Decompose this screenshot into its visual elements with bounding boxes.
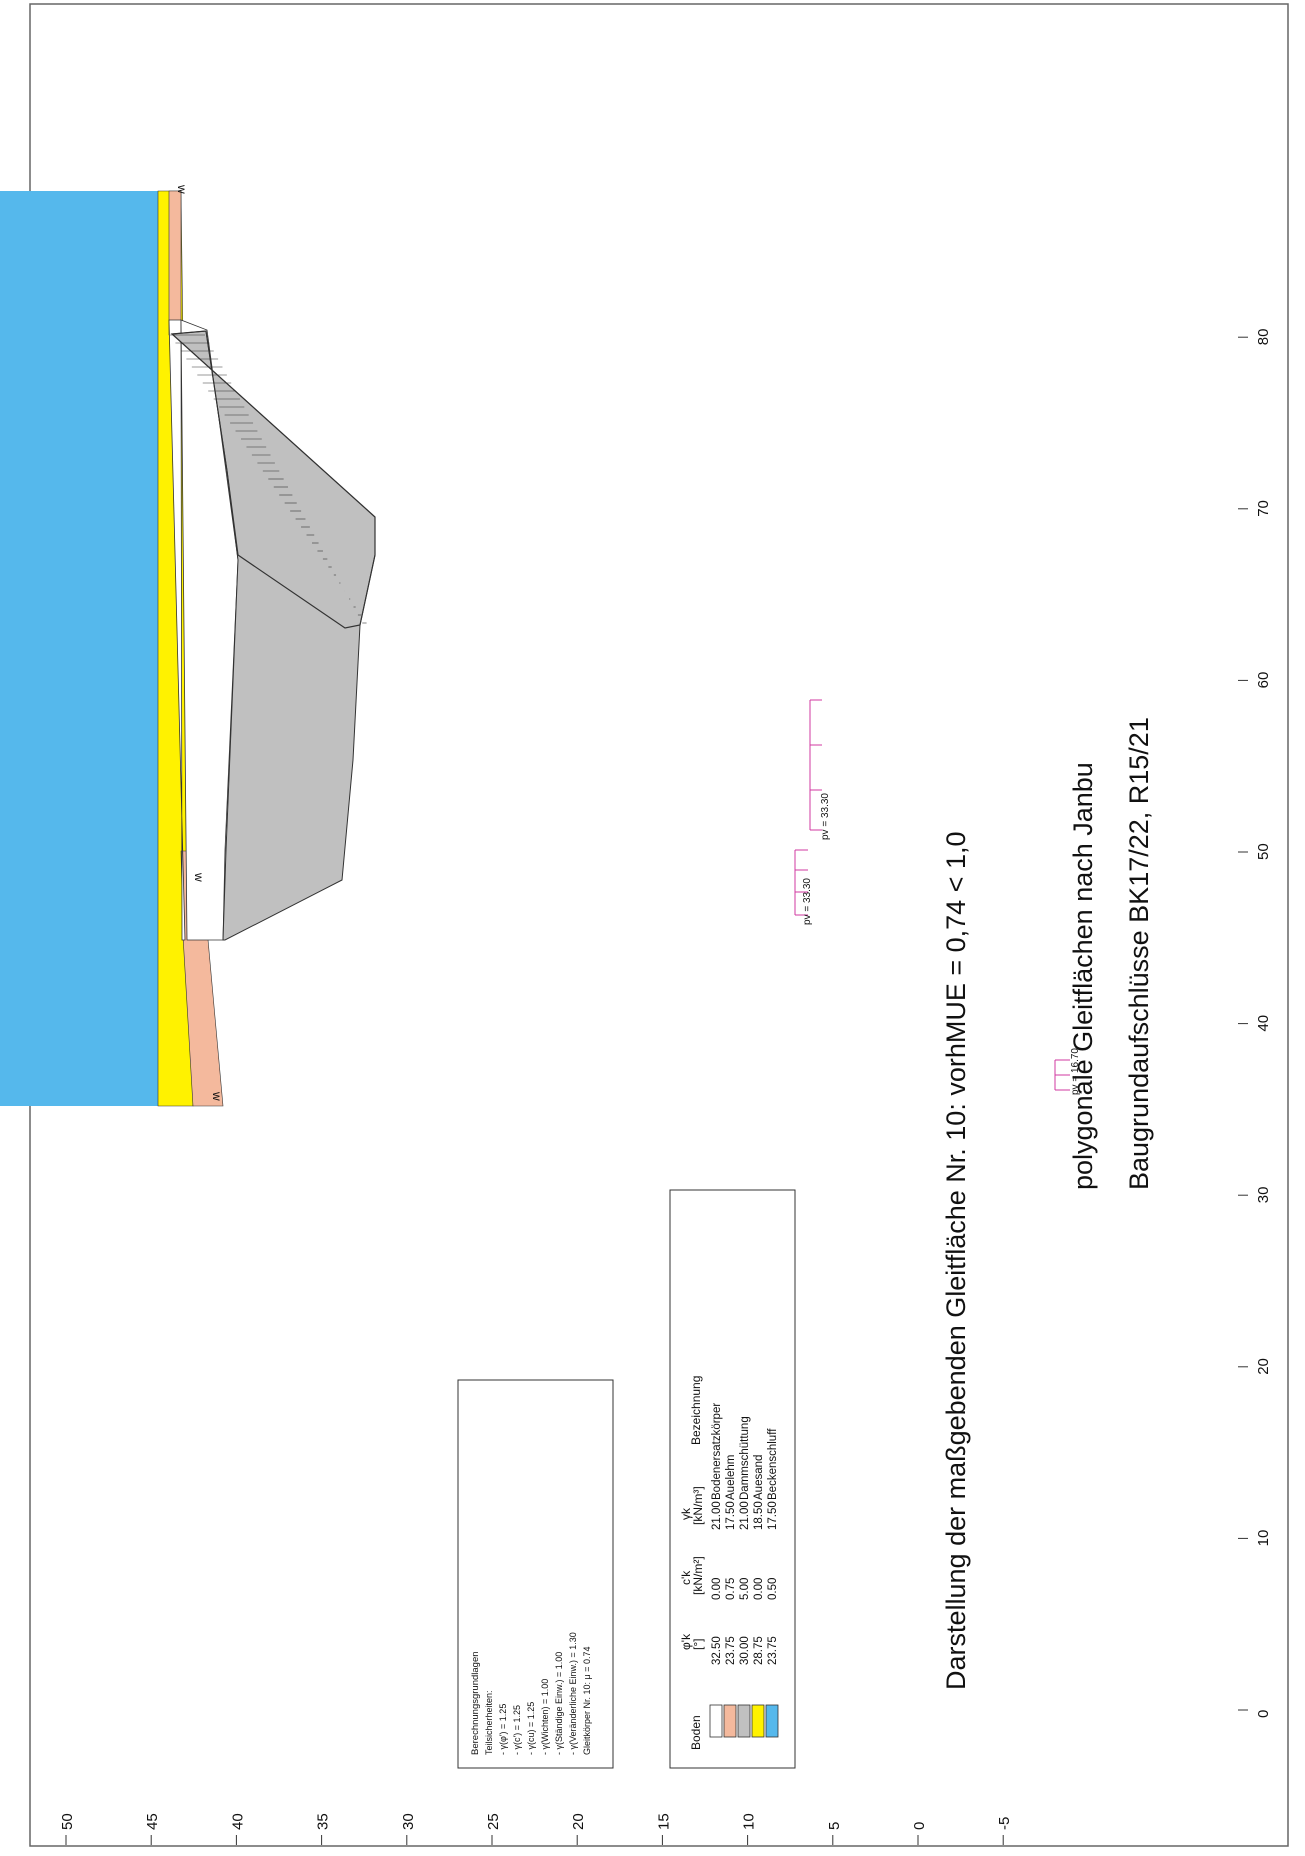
y-tick-label: -5	[996, 1817, 1013, 1830]
legend-header: [kN/m³]	[691, 1486, 705, 1525]
legend-phi: 32.50	[711, 1636, 723, 1665]
legend-name: Dammschüttung	[739, 1416, 751, 1500]
legend-swatch	[765, 1704, 779, 1738]
calc-line: - γ(Ständige Einw.) = 1.00	[554, 1652, 564, 1755]
x-tick-label: 20	[1255, 1358, 1272, 1375]
calc-line: - γ(Veränderliche Einw.) = 1.30	[568, 1632, 578, 1755]
legend-header: [kN/m²]	[691, 1556, 705, 1595]
legend-name: Auelehm	[725, 1455, 737, 1500]
calc-line: - γ(cu) = 1.25	[526, 1702, 536, 1755]
y-tick-label: 0	[911, 1822, 928, 1830]
calc-line: Gleitkörper Nr. 10: μ = 0.74	[582, 1647, 592, 1756]
slip-body	[170, 330, 376, 629]
x-tick-label: 40	[1255, 1015, 1272, 1032]
y-tick-label: 15	[655, 1813, 672, 1830]
x-tick-label: 0	[1255, 1710, 1272, 1718]
layer-bodenersatz-body	[180, 319, 239, 941]
load-label-2: pv = 33.30	[802, 878, 813, 925]
y-axis: 50 45 40 35 30 25 20 15 10 5 0 -5	[59, 1813, 1013, 1845]
calc-line: Teilsicherheiten:	[484, 1690, 494, 1755]
legend-phi: 23.75	[767, 1636, 779, 1665]
legend-header: c'k	[679, 1570, 693, 1585]
section-model: w w w	[0, 184, 376, 1107]
legend-gamma: 18.50	[753, 1501, 765, 1530]
y-tick-label: 10	[741, 1813, 758, 1830]
water-marker-mid: w	[192, 872, 206, 882]
x-axis: 0 10 20 30 40 50 60 70 80	[1238, 329, 1272, 1718]
layer-beckenschluff	[0, 191, 158, 1106]
load-3: pv = 33.30	[809, 699, 831, 840]
legend-header: Boden	[689, 1715, 703, 1750]
legend-swatch	[709, 1704, 723, 1738]
slip-body-hatch	[170, 334, 367, 624]
y-tick-label: 35	[315, 1813, 332, 1830]
x-tick-label: 80	[1255, 329, 1272, 346]
y-tick-label: 20	[570, 1813, 587, 1830]
legend-header: [°]	[691, 1639, 705, 1650]
water-marker-right: w	[210, 1091, 224, 1101]
calc-line: - γ(φ') = 1.25	[498, 1704, 508, 1755]
legend-name: Bodenersatzkörper	[711, 1403, 723, 1500]
title-line-3: Darstellung der maßgebenden Gleitfläche …	[941, 832, 971, 1690]
x-tick-label: 70	[1255, 500, 1272, 517]
x-tick-label: 10	[1255, 1530, 1272, 1547]
legend-header: γk	[679, 1507, 693, 1520]
legend-swatch	[723, 1704, 737, 1738]
water-marker-left: w	[175, 184, 189, 194]
legend-gamma: 17.50	[725, 1501, 737, 1530]
legend-phi: 23.75	[725, 1636, 737, 1665]
title-line-2: polygonale Gleitflächen nach Janbu	[1068, 762, 1098, 1190]
x-tick-label: 50	[1255, 843, 1272, 860]
layer-auelehm	[168, 190, 182, 336]
legend-phi: 28.75	[753, 1636, 765, 1665]
calc-line: - γ(c') = 1.25	[512, 1705, 522, 1755]
y-tick-label: 5	[826, 1822, 843, 1830]
legend-header: Bezeichnung	[689, 1376, 703, 1445]
x-tick-label: 30	[1255, 1187, 1272, 1204]
legend-gamma: 21.00	[711, 1501, 723, 1530]
title-line-1: Baugrundaufschlüsse BK17/22, R15/21	[1124, 717, 1154, 1190]
legend-swatch	[751, 1704, 765, 1738]
calc-line: Berechnungsgrundlagen	[470, 1651, 481, 1755]
y-tick-label: 50	[59, 1813, 76, 1830]
y-tick-label: 45	[144, 1813, 161, 1830]
legend-gamma: 17.50	[767, 1501, 779, 1530]
y-tick-label: 30	[400, 1813, 417, 1830]
legend-c: 0.00	[711, 1578, 723, 1600]
x-tick-label: 60	[1255, 672, 1272, 689]
legend-name: Auesand	[753, 1455, 765, 1500]
legend-c: 5.00	[739, 1578, 751, 1600]
load-label-3: pv = 33.30	[820, 793, 831, 840]
y-tick-label: 25	[485, 1813, 502, 1830]
load-2: pv = 33.30	[794, 849, 813, 925]
soil-legend: Boden φ'k[°] c'k[kN/m²] γk[kN/m³] Bezeichnun…	[669, 1189, 796, 1769]
calc-basis-box: Berechnungsgrundlagen Teilsicherheiten: - …	[457, 1379, 614, 1769]
legend-c: 0.50	[767, 1578, 779, 1600]
load-1: pv = 16.70	[1054, 1048, 1081, 1095]
legend-c: 0.00	[753, 1578, 765, 1600]
legend-swatch	[737, 1704, 751, 1738]
legend-header: φ'k	[679, 1633, 693, 1650]
calc-line: - γ(Wichten) = 1.00	[540, 1679, 550, 1755]
layer-bodenersatz	[168, 319, 186, 941]
legend-name: Beckenschluff	[767, 1428, 779, 1500]
legend-gamma: 21.00	[739, 1501, 751, 1530]
load-label-1: pv = 16.70	[1070, 1048, 1081, 1095]
legend-c: 0.75	[725, 1578, 737, 1600]
legend-phi: 30.00	[739, 1636, 751, 1665]
y-tick-label: 40	[229, 1813, 246, 1830]
